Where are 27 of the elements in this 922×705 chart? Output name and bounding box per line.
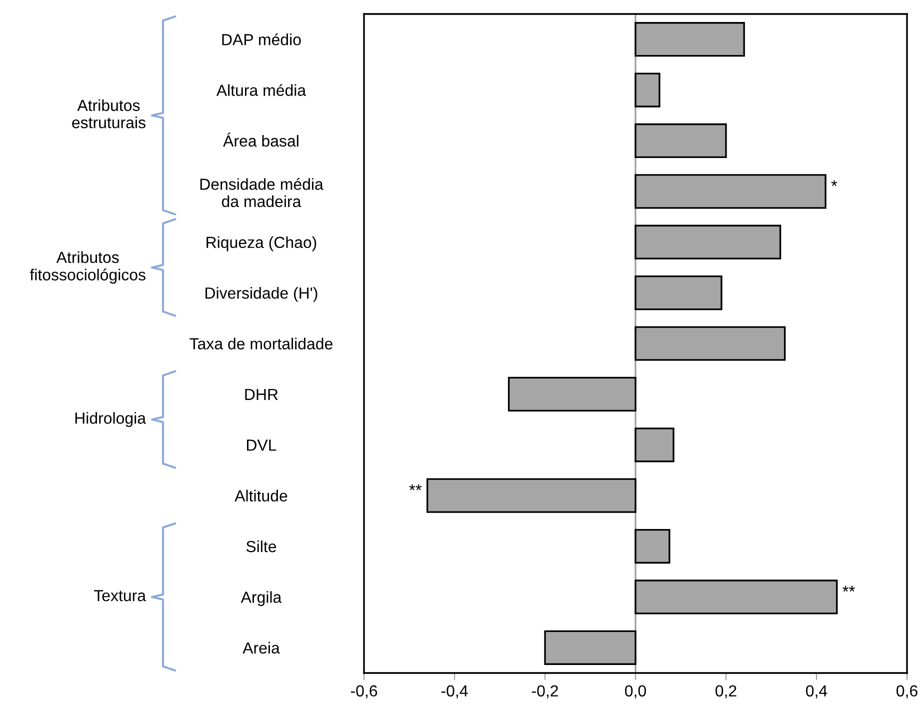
y-tick-label: Área basal — [223, 132, 298, 147]
y-tick-label: Riqueza (Chao) — [206, 236, 316, 252]
y-tick-label: DVL — [246, 440, 276, 451]
x-tick-label: -0,6 — [350, 685, 378, 698]
x-tick-label: 0,6 — [896, 685, 918, 698]
y-tick-label: Densidade média da madeira — [200, 178, 324, 208]
x-tick-label: 0,4 — [806, 685, 828, 698]
y-tick-label: Altura média — [216, 84, 306, 96]
annotation: ** — [409, 484, 422, 490]
y-tick-label: Taxa de mortalidade — [190, 338, 332, 350]
x-tick-label: 0,2 — [716, 685, 736, 698]
y-tick-label: Argila — [240, 591, 282, 606]
y-tick-label: Altitude — [234, 490, 288, 502]
annotation: ** — [842, 586, 856, 592]
x-tick-label: 0,0 — [625, 685, 646, 698]
y-tick-label: DHR — [245, 388, 278, 400]
y-tick-label: DAP médio — [222, 33, 301, 46]
y-tick-label: Silte — [246, 540, 276, 552]
y-tick-label: Diversidade (H') — [206, 287, 318, 302]
text: Textura — [94, 590, 146, 602]
annotation: * — [831, 180, 838, 186]
text: Hidrologia — [75, 412, 146, 427]
y-tick-label: Areia — [242, 642, 280, 654]
x-tick-label: -0,4 — [441, 685, 468, 698]
text: Atributos fitossociológicos — [30, 251, 146, 284]
x-tick-label: -0,2 — [532, 685, 558, 698]
text: Atributos estruturais — [72, 99, 146, 128]
